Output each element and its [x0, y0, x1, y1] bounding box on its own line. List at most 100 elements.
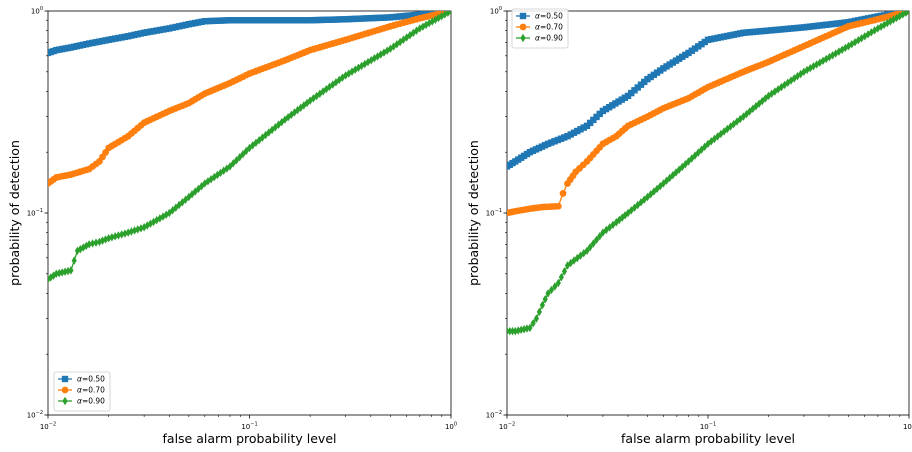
data-point: [406, 12, 414, 19]
legend-item-1: α=0.50: [516, 12, 563, 21]
data-point: [631, 87, 638, 94]
data-point: [660, 179, 667, 188]
data-point: [243, 17, 250, 24]
data-point: [788, 76, 794, 85]
data-point: [564, 132, 571, 140]
data-point: [71, 256, 77, 265]
data-point: [339, 73, 346, 82]
data-point: [704, 36, 712, 44]
data-point: [798, 69, 804, 79]
data-point: [339, 16, 346, 23]
plot-area: [507, 11, 909, 336]
data-point: [533, 314, 539, 323]
data-point: [667, 173, 673, 183]
data-point: [335, 16, 343, 23]
data-point: [106, 234, 112, 243]
data-point: [875, 24, 881, 33]
data-point: [275, 120, 282, 129]
data-point: [98, 37, 106, 45]
y-axis-label: probability of detection: [466, 140, 481, 286]
data-point: [150, 217, 157, 227]
data-point: [842, 43, 848, 53]
data-point: [316, 16, 324, 24]
data-point: [536, 307, 542, 317]
data-point: [397, 37, 403, 47]
data-point: [559, 190, 567, 197]
data-point: [393, 13, 401, 20]
data-point: [787, 25, 795, 32]
data-point: [89, 239, 96, 248]
data-point: [676, 165, 682, 174]
data-point: [814, 60, 820, 69]
data-point: [775, 85, 781, 94]
legend-item-3: α=0.90: [516, 34, 563, 43]
data-point: [878, 22, 884, 31]
data-point: [105, 36, 112, 44]
data-point: [368, 55, 374, 65]
data-point: [734, 117, 740, 126]
y-tick-label: 100: [31, 6, 43, 16]
data-point: [118, 34, 125, 41]
data-point: [527, 323, 533, 333]
data-point: [346, 69, 352, 78]
legend-item-2: α=0.70: [58, 386, 105, 395]
data-point: [307, 96, 313, 105]
data-point: [851, 17, 859, 25]
data-point: [214, 170, 220, 180]
data-point: [179, 22, 186, 29]
y-tick-label: 10−1: [27, 208, 43, 218]
data-point: [823, 54, 829, 64]
data-point: [108, 36, 116, 43]
data-point: [259, 17, 266, 24]
data-point: [561, 134, 568, 141]
data-point: [515, 326, 521, 335]
data-point: [679, 162, 685, 172]
data-point: [791, 74, 797, 83]
data-point: [239, 17, 247, 24]
y-tick-label: 10−1: [486, 208, 502, 218]
data-point: [625, 208, 631, 218]
y-tick-label: 10−2: [27, 410, 43, 420]
legend-item-2: α=0.70: [516, 23, 563, 32]
data-point: [230, 17, 237, 24]
chart-panel-2: 10−2 10−2 10−1 10−1 100 100 false alarm probab…: [466, 6, 912, 446]
data-point: [343, 71, 349, 80]
data-point: [673, 168, 679, 177]
data-point: [692, 151, 698, 160]
data-point: [445, 11, 451, 17]
data-point: [542, 295, 548, 304]
data-point: [903, 11, 909, 17]
data-point: [564, 261, 571, 270]
series-3: [507, 11, 909, 336]
data-point: [631, 203, 638, 212]
data-point: [593, 235, 600, 245]
data-point: [794, 24, 801, 32]
data-point: [868, 28, 874, 37]
data-point: [804, 65, 810, 75]
data-point: [881, 20, 887, 30]
data-point: [240, 149, 246, 159]
data-point: [574, 253, 580, 263]
data-point: [403, 12, 410, 20]
data-point: [246, 17, 253, 24]
data-point: [252, 17, 260, 24]
data-point: [371, 54, 377, 63]
data-point: [720, 33, 728, 40]
data-point: [115, 231, 122, 240]
data-point: [624, 92, 632, 100]
data-point: [102, 235, 109, 244]
data-point: [826, 52, 832, 62]
data-point: [552, 282, 558, 291]
data-point: [249, 17, 256, 24]
data-point: [268, 17, 276, 24]
legend-marker: [61, 386, 69, 394]
data-point: [306, 17, 314, 24]
data-point: [736, 30, 744, 37]
legend: α=0.50 α=0.70 α=0.90: [511, 8, 569, 49]
data-point: [634, 84, 641, 91]
data-point: [554, 136, 561, 144]
data-point: [396, 13, 404, 20]
data-point: [175, 23, 183, 30]
data-point: [275, 17, 282, 24]
data-point: [858, 34, 865, 43]
